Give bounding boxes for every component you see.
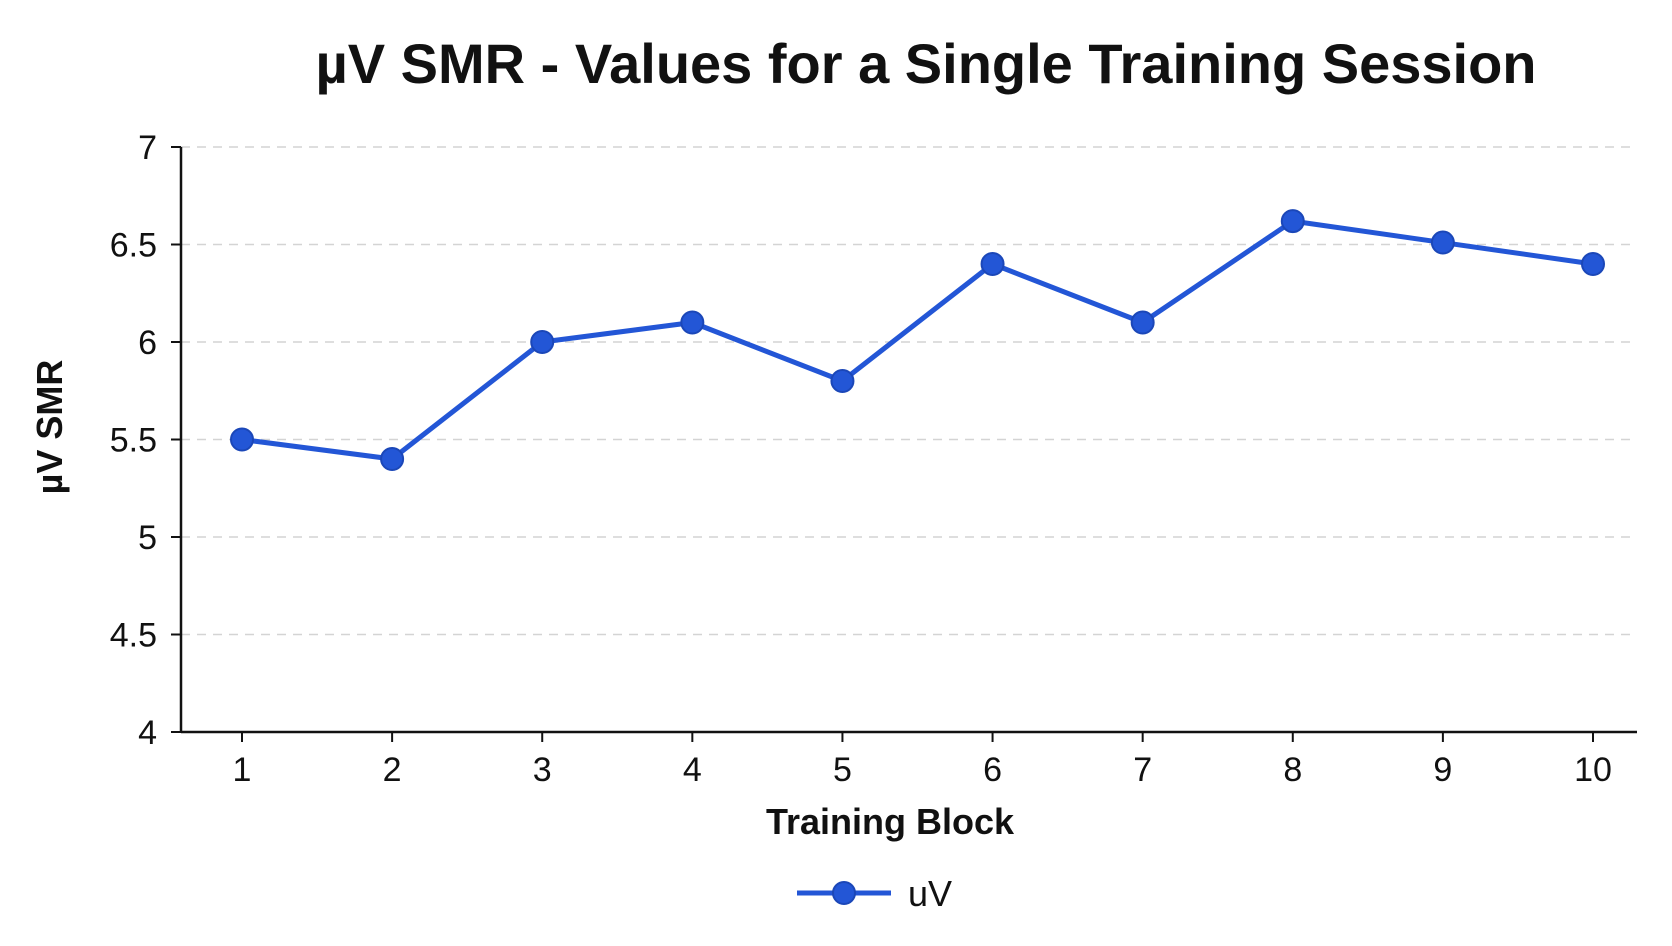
x-tick-label: 5 xyxy=(833,751,852,789)
y-axis-ticks: 4 4.5 5 5.5 6 6.5 7 xyxy=(110,129,181,752)
y-tick-label: 4.5 xyxy=(110,617,157,655)
gridlines xyxy=(181,146,1637,636)
y-axis-label: µV SMR xyxy=(29,360,70,495)
data-point xyxy=(1280,209,1305,234)
data-point xyxy=(680,310,705,335)
x-axis-ticks: 1 2 3 4 5 6 7 8 9 10 xyxy=(233,732,1612,789)
data-point xyxy=(830,369,855,393)
y-tick-label: 7 xyxy=(138,129,157,167)
data-point xyxy=(980,252,1005,276)
legend-marker-swatch xyxy=(832,881,856,905)
data-point xyxy=(1430,230,1455,255)
data-point xyxy=(1130,310,1155,335)
x-tick-label: 4 xyxy=(683,751,702,789)
y-tick-label: 4 xyxy=(138,714,157,752)
x-tick-label: 1 xyxy=(233,751,252,789)
legend: uV xyxy=(797,873,952,914)
y-tick-label: 6.5 xyxy=(110,227,157,265)
data-point xyxy=(530,330,555,354)
legend-label: uV xyxy=(908,873,952,914)
x-tick-label: 10 xyxy=(1574,751,1612,789)
x-tick-label: 8 xyxy=(1283,751,1302,789)
y-tick-label: 5.5 xyxy=(110,422,157,460)
chart-title: µV SMR - Values for a Single Training Se… xyxy=(315,32,1536,95)
series-uv xyxy=(230,209,1605,471)
x-tick-label: 3 xyxy=(533,751,552,789)
data-point xyxy=(230,427,254,452)
data-point xyxy=(380,447,405,471)
x-tick-label: 7 xyxy=(1133,751,1152,789)
x-tick-label: 2 xyxy=(383,751,402,789)
x-tick-label: 9 xyxy=(1433,751,1452,789)
y-tick-label: 5 xyxy=(138,519,157,557)
series-line xyxy=(239,218,1596,462)
y-tick-label: 6 xyxy=(138,324,157,362)
x-tick-label: 6 xyxy=(983,751,1002,789)
x-axis-label: Training Block xyxy=(766,801,1015,842)
data-point xyxy=(1581,252,1605,276)
